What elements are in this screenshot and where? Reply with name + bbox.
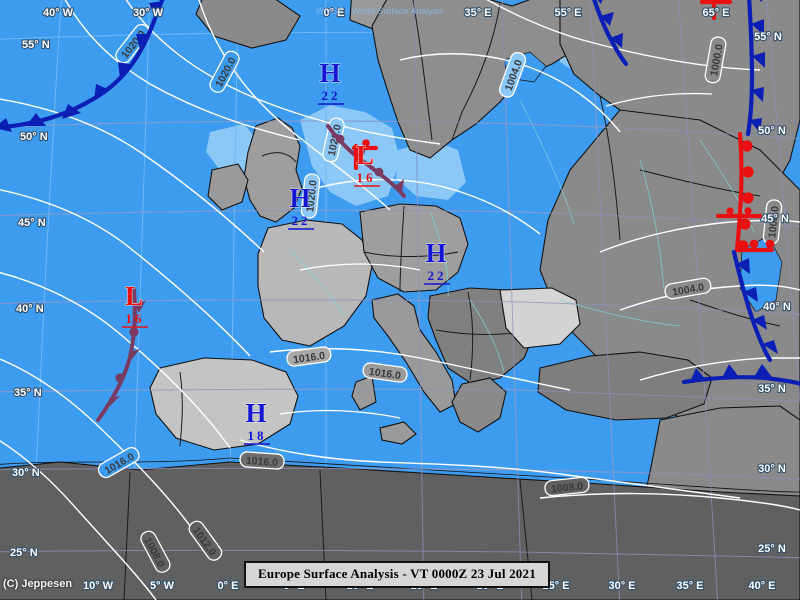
front-cold-scandinavia [592, 0, 629, 67]
landmass-germany-poland [359, 203, 469, 293]
lon-label-bottom: 0° E [218, 580, 239, 592]
front-cold-caspian [731, 249, 778, 363]
isobar-label: 1008.0 [766, 205, 781, 238]
border-germany-south [363, 251, 459, 257]
lat-label-left: 50° N [20, 131, 48, 143]
isobar-label: 1008.0 [551, 480, 584, 495]
lon-label-top: 65° E [702, 7, 729, 19]
front-occluded-northsea [326, 124, 406, 198]
lat-label-right: 55° N [754, 31, 782, 43]
isobar-label: 1020.0 [304, 179, 319, 212]
high-value: 22 [292, 213, 311, 228]
lon-label-bottom: 5° W [150, 580, 175, 592]
lon-label-bottom: 40° E [748, 580, 775, 592]
front-warm-caucasus [715, 207, 763, 219]
lon-label-top: 40° W [43, 7, 74, 19]
lat-label-left: 35° N [14, 387, 42, 399]
isobar-label: 1000.0 [708, 43, 725, 77]
lat-label-right: 50° N [758, 125, 786, 137]
pressure-center-low-atlantic[interactable]: L 16 [122, 281, 148, 328]
front-cold-east [745, 0, 765, 137]
pressure-center-low-denmark[interactable]: L 16 [354, 140, 380, 187]
lat-label-right: 35° N [758, 383, 786, 395]
front-cold-blacksea [681, 364, 800, 386]
landmass-ireland [207, 163, 249, 211]
high-symbol: H [319, 58, 340, 88]
front-warm-topright [699, 0, 733, 21]
low-symbol: L [356, 140, 374, 170]
lat-label-right: 45° N [761, 213, 789, 225]
pressure-center-high-central-europe[interactable]: H 22 [424, 238, 450, 285]
lon-labels-top: 40° W 30° W 0° E 35° E 55° E 65° E [42, 6, 731, 20]
chart-title: Europe Surface Analysis - VT 0000Z 23 Ju… [258, 566, 536, 581]
high-value: 22 [322, 88, 341, 103]
high-value: 18 [248, 428, 267, 443]
border-sweden-finland [451, 3, 501, 141]
lat-label-right: 25° N [758, 543, 786, 555]
lat-label-left: 40° N [16, 303, 44, 315]
lat-label-left: 30° N [12, 467, 40, 479]
lat-label-left: 45° N [18, 217, 46, 229]
landmass-iberia [149, 357, 299, 451]
isobar-label: 1016.0 [245, 455, 278, 469]
landmass-iceland [195, 0, 301, 49]
high-symbol: H [425, 238, 446, 268]
border-morocco-algeria [123, 471, 131, 600]
landmass-sicily [379, 421, 417, 445]
border-russia-internal [599, 95, 621, 241]
front-occluded-atlantic [96, 288, 146, 422]
lat-label-right: 30° N [758, 463, 786, 475]
lon-label-bottom: 30° E [608, 580, 635, 592]
lon-label-top: 35° E [464, 7, 491, 19]
high-symbol: H [245, 398, 266, 428]
low-value: 16 [357, 170, 376, 185]
pressure-center-high-norwegian[interactable]: H 22 [318, 58, 344, 105]
watermark-top: WMSF - World Surface Analysis [316, 6, 444, 16]
front-warm-denmark [351, 139, 379, 171]
lon-label-bottom: 35° E [676, 580, 703, 592]
lat-labels-right: 55° N 50° N 45° N 40° N 35° N 30° N 25° … [753, 30, 792, 556]
landmass-turkey [537, 351, 713, 421]
low-symbol: L [125, 281, 143, 311]
high-value: 22 [428, 268, 447, 283]
isobar-label: 1004.0 [671, 281, 705, 298]
isobar-label: 1016.0 [368, 366, 402, 382]
lat-label-right: 40° N [763, 301, 791, 313]
lon-label-top: 55° E [554, 7, 581, 19]
high-symbol: H [289, 183, 310, 213]
front-warm-russia [734, 131, 775, 253]
border-portugal-spain [179, 371, 183, 447]
border-germany-poland [399, 205, 405, 293]
lon-label-top: 30° W [133, 7, 164, 19]
watermark-copyright: (C) Jeppesen [3, 578, 73, 590]
low-value: 16 [126, 311, 145, 326]
lon-label-top: 0° E [324, 7, 345, 19]
lat-label-left: 55° N [22, 39, 50, 51]
chart-title-bar: Europe Surface Analysis - VT 0000Z 23 Ju… [244, 561, 550, 588]
lon-labels-bottom: 10° W 5° W 0° E 5° E 10° E 15° E 20° E 2… [82, 579, 777, 593]
border-scotland-england [261, 152, 297, 163]
lat-label-left: 25° N [10, 547, 38, 559]
lat-labels-left: 55° N 50° N 45° N 40° N 35° N 30° N 25° … [9, 38, 51, 560]
landmass-greece [451, 377, 507, 433]
pressure-center-high-british-isles[interactable]: H 22 [288, 183, 314, 230]
isobar-label: 1016.0 [292, 350, 326, 366]
pressure-center-high-mediterranean[interactable]: H 18 [244, 398, 270, 445]
front-cold-atlantic [0, 0, 165, 132]
lon-label-bottom: 10° W [83, 580, 114, 592]
